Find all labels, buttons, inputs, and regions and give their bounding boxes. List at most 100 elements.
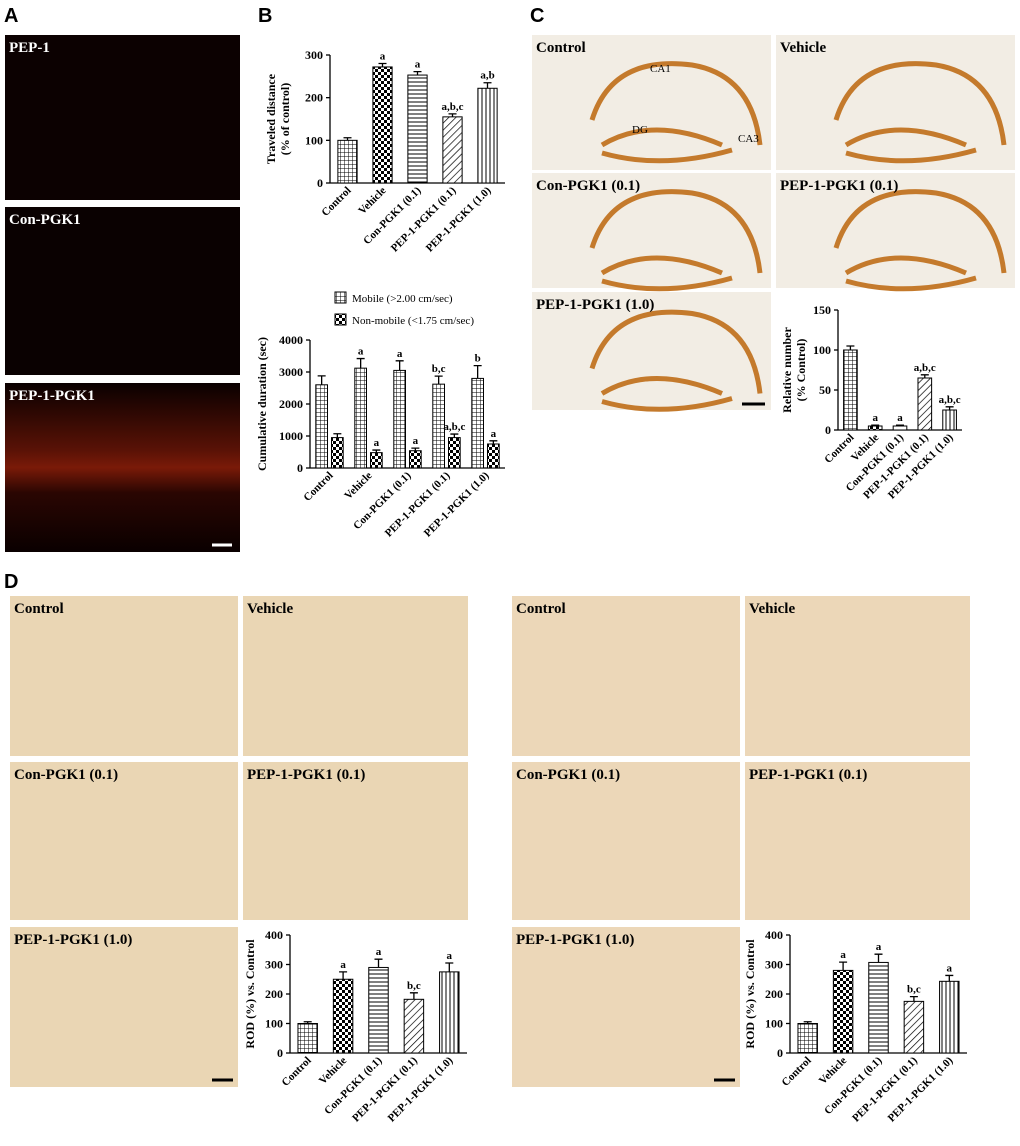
tissue bbox=[833, 189, 1007, 274]
tissue bbox=[600, 127, 733, 164]
error-bar bbox=[483, 82, 492, 89]
micrograph bbox=[5, 35, 240, 200]
image-label: PEP-1-PGK1 (1.0) bbox=[536, 297, 654, 313]
micrograph bbox=[10, 762, 238, 920]
y-tick-label: 50 bbox=[819, 383, 831, 397]
y-tick-label: 0 bbox=[297, 461, 303, 475]
significance-label: a bbox=[413, 435, 419, 447]
error-bar bbox=[450, 433, 459, 438]
tissue bbox=[600, 376, 733, 412]
error-bar bbox=[378, 62, 387, 67]
bar bbox=[315, 384, 328, 469]
y-axis-label: ROD (%) vs. Control bbox=[743, 939, 757, 1049]
bar bbox=[331, 437, 344, 469]
micrograph bbox=[243, 762, 468, 920]
significance-label: b,c bbox=[407, 980, 421, 992]
significance-label: a bbox=[947, 962, 953, 974]
image-label: PEP-1-PGK1 bbox=[9, 388, 95, 404]
x-tick-label: Vehicle bbox=[817, 1055, 849, 1087]
bar bbox=[939, 980, 960, 1054]
micrograph bbox=[5, 207, 240, 375]
tissue bbox=[589, 61, 763, 146]
bar bbox=[892, 425, 908, 431]
bar bbox=[477, 87, 498, 184]
y-axis-label: Cumulative duration (sec) bbox=[255, 337, 269, 471]
image-label: PEP-1-PGK1 (1.0) bbox=[516, 932, 634, 948]
y-axis-label: ROD (%) vs. Control bbox=[243, 939, 257, 1049]
y-tick-label: 3000 bbox=[279, 365, 303, 379]
significance-label: a,b,c bbox=[914, 362, 936, 374]
micrograph bbox=[745, 596, 970, 756]
x-tick-label: Vehicle bbox=[356, 185, 388, 217]
y-tick-label: 200 bbox=[305, 91, 323, 105]
micrograph bbox=[745, 762, 970, 920]
bar bbox=[370, 452, 383, 469]
x-tick-label: PEP-1-PGK1 (1.0) bbox=[886, 1054, 956, 1124]
error-bar bbox=[343, 137, 352, 141]
y-tick-label: 2000 bbox=[279, 397, 303, 411]
significance-label: b bbox=[475, 353, 481, 365]
bar bbox=[442, 116, 463, 184]
micrograph bbox=[532, 35, 771, 170]
significance-label: a,b,c bbox=[442, 101, 464, 113]
panel-label: A bbox=[4, 5, 18, 27]
error-bar bbox=[339, 971, 348, 980]
panel-label: B bbox=[258, 5, 272, 27]
y-tick-label: 100 bbox=[265, 1017, 283, 1031]
x-tick-label: PEP-1-PGK1 (0.1) bbox=[383, 469, 453, 539]
bar bbox=[832, 969, 854, 1054]
image-label: Control bbox=[516, 601, 566, 617]
y-tick-label: 150 bbox=[813, 303, 831, 317]
significance-label: a bbox=[876, 941, 882, 953]
micrograph bbox=[776, 35, 1015, 170]
x-tick-label: Control bbox=[319, 185, 353, 219]
tissue bbox=[600, 255, 733, 292]
y-axis-label: Traveled distance bbox=[264, 73, 278, 164]
image-label: PEP-1-PGK1 (0.1) bbox=[780, 178, 898, 194]
significance-label: a bbox=[358, 346, 364, 358]
bar bbox=[942, 409, 957, 431]
y-tick-label: 0 bbox=[825, 423, 831, 437]
bar bbox=[372, 66, 393, 184]
error-bar bbox=[945, 974, 954, 982]
x-tick-label: PEP-1-PGK1 (0.1) bbox=[389, 184, 459, 254]
y-tick-label: 1000 bbox=[279, 429, 303, 443]
error-bar bbox=[374, 958, 383, 968]
error-bar bbox=[409, 992, 418, 1000]
error-bar bbox=[871, 424, 880, 426]
y-axis-label: (% Control) bbox=[794, 339, 808, 402]
error-bar bbox=[920, 374, 929, 378]
tissue bbox=[589, 309, 763, 394]
error-bar bbox=[445, 962, 454, 972]
bar bbox=[448, 437, 461, 469]
bar bbox=[797, 1023, 818, 1054]
image-label: Con-PGK1 (0.1) bbox=[536, 178, 640, 194]
y-axis-label: Relative number bbox=[780, 327, 794, 413]
y-tick-label: 300 bbox=[765, 958, 783, 972]
tissue bbox=[844, 127, 977, 164]
significance-label: a bbox=[447, 950, 453, 962]
error-bar bbox=[317, 375, 326, 385]
bar bbox=[297, 1023, 318, 1054]
y-tick-label: 0 bbox=[317, 176, 323, 190]
significance-label: a,b,c bbox=[443, 421, 465, 433]
error-bar bbox=[803, 1021, 812, 1024]
bar bbox=[368, 966, 389, 1054]
bar bbox=[332, 978, 354, 1054]
error-bar bbox=[846, 345, 855, 350]
image-label: PEP-1 bbox=[9, 40, 50, 56]
micrograph bbox=[243, 596, 468, 756]
error-bar bbox=[839, 961, 848, 971]
significance-label: a bbox=[840, 949, 846, 961]
error-bar bbox=[434, 375, 443, 385]
error-bar bbox=[874, 953, 883, 963]
micrograph bbox=[10, 927, 238, 1087]
significance-label: a bbox=[491, 428, 497, 440]
bar bbox=[407, 74, 428, 184]
bar bbox=[471, 377, 484, 469]
micrograph bbox=[512, 762, 740, 920]
micrograph bbox=[512, 927, 740, 1087]
image-label: PEP-1-PGK1 (1.0) bbox=[14, 932, 132, 948]
bar bbox=[354, 367, 367, 469]
bar bbox=[439, 971, 460, 1054]
